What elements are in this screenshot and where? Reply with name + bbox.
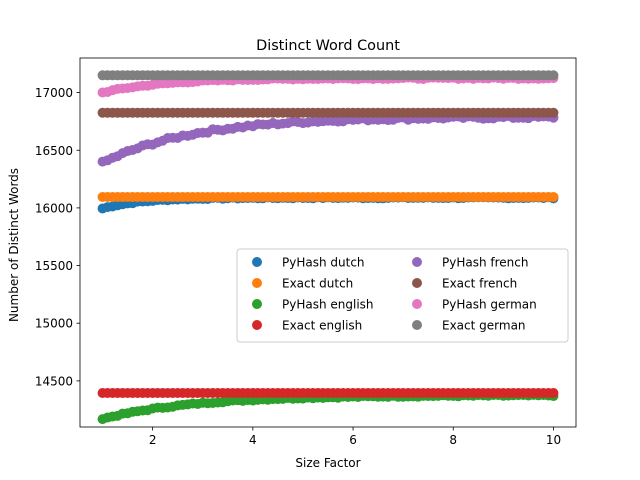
x-tick-label: 2 (149, 433, 157, 447)
legend-label: PyHash german (442, 298, 537, 312)
legend-marker (412, 320, 422, 330)
data-point (548, 107, 559, 118)
data-point (548, 191, 559, 202)
legend-box (236, 248, 569, 343)
x-tick-label: 10 (546, 433, 561, 447)
legend-label: Exact french (442, 277, 517, 291)
legend-label: Exact dutch (282, 277, 353, 291)
legend-marker (252, 299, 262, 309)
legend-marker (412, 278, 422, 288)
series-exact-french (97, 107, 559, 118)
legend-label: Exact german (442, 319, 526, 333)
y-tick-label: 16000 (35, 201, 73, 215)
y-tick-label: 16500 (35, 144, 73, 158)
data-point (548, 70, 559, 81)
y-tick-label: 17000 (35, 86, 73, 100)
x-tick-label: 6 (349, 433, 357, 447)
legend-marker (252, 257, 262, 267)
x-axis-label: Size Factor (295, 456, 360, 470)
legend-marker (412, 257, 422, 267)
axes: 2 4 6 8 10 14500 15000 15500 16000 16500 17000 (35, 57, 577, 447)
plot-frame (79, 57, 577, 428)
legend-marker (412, 299, 422, 309)
series-pyhash-french (97, 111, 559, 167)
series-exact-english (97, 387, 559, 398)
x-tick-label: 4 (249, 433, 257, 447)
series-exact-dutch (97, 191, 559, 202)
legend-label: PyHash english (282, 298, 374, 312)
y-tick-label: 15000 (35, 317, 73, 331)
y-tick-label: 15500 (35, 259, 73, 273)
legend-marker (252, 320, 262, 330)
chart-title: Distinct Word Count (256, 38, 400, 54)
legend: PyHash dutch Exact dutch PyHash english Exa… (236, 248, 569, 343)
series-exact-german (97, 70, 559, 81)
legend-label: PyHash dutch (282, 256, 365, 270)
data-points (97, 70, 559, 425)
legend-label: Exact english (282, 319, 362, 333)
data-point (548, 387, 559, 398)
y-tick-label: 14500 (35, 374, 73, 388)
x-tick-label: 8 (449, 433, 457, 447)
legend-marker (252, 278, 262, 288)
y-axis-label: Number of Distinct Words (7, 168, 21, 322)
legend-label: PyHash french (442, 256, 528, 270)
